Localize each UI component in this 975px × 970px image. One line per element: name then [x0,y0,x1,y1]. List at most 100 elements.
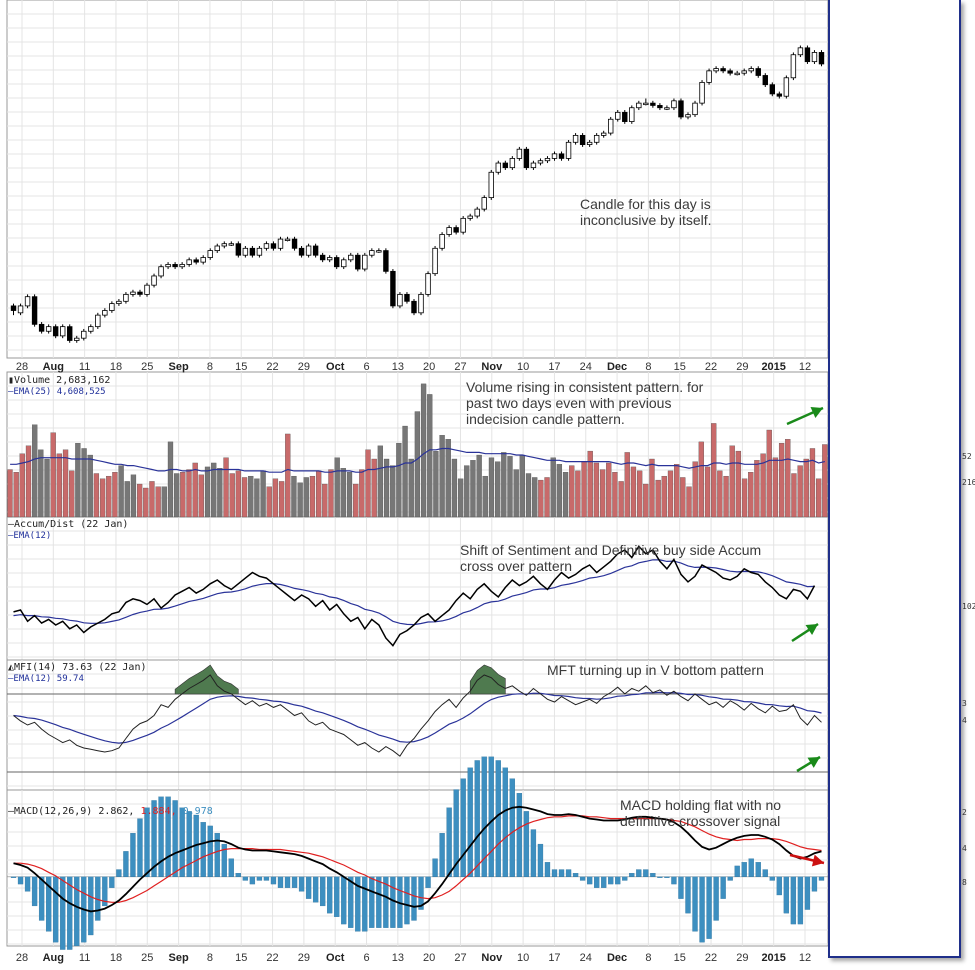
macd-histogram-bar [158,796,164,877]
macd-histogram-bar [453,789,459,877]
edge-label: 102 [962,602,975,611]
macd-histogram-bar [706,876,712,939]
x-tick-label: 29 [298,952,310,964]
candle-body [678,100,684,118]
mfi-label: MFI(14) 73.63 (22 Jan) [14,662,147,673]
candle-body [81,330,87,339]
x-tick-label: 25 [141,952,153,964]
volume-bar [729,445,735,518]
macd-histogram-bar [783,876,790,914]
candle-body [467,215,473,219]
volume-bar [99,478,106,518]
candle-body [762,75,768,86]
macd-histogram-bar [151,800,157,877]
macd-histogram-bar [685,876,691,914]
macd-annotation: MACD holding flat with no definitive cro… [620,797,782,829]
macd-histogram-bar [186,811,192,877]
volume-bar [550,457,556,518]
accum-ema-legend: –EMA(12) [8,531,51,541]
candle-body [130,291,136,295]
accum-up-arrow-icon-head [805,624,818,636]
x-tick-label: 22 [705,952,717,964]
macd-histogram-bar [439,833,445,877]
legend-dash-icon: – [8,519,15,530]
x-tick-label: 12 [799,361,811,373]
macd-histogram-bar [657,876,663,878]
volume-annotation: Volume rising in consistent pattern. for… [466,379,704,427]
volume-bar [278,481,285,518]
candle-body [88,326,94,332]
x-tick-label: 18 [110,361,122,373]
volume-bar [661,475,667,518]
candle-body [24,296,31,307]
volume-bar [44,458,50,518]
macd-histogram-bar [298,876,305,892]
volume-bar [427,394,433,518]
volume-bar [402,425,408,518]
volume-bar [124,481,130,518]
x-tick-label: 8 [645,952,651,964]
candle-body [312,245,319,256]
volume-bar [816,478,822,518]
macd-signal-line [13,815,822,903]
volume-up-arrow-icon [786,406,824,426]
candle-body [783,77,790,97]
volume-bar [636,470,643,518]
volume-bar [38,449,44,518]
candle-body [404,293,410,302]
candle-body [52,326,59,337]
macd-histogram-bar [432,858,438,877]
candle-body [270,243,277,249]
candle-body [242,247,249,256]
volume-bar [507,456,513,518]
volume-bar [285,433,291,518]
macd-histogram-bar [179,807,185,877]
volume-bar [667,470,674,518]
macd-histogram-bar [249,876,256,885]
candle-body [797,47,804,56]
volume-bar [81,448,87,518]
candle-body [284,238,291,241]
mfi-up-arrow-icon [796,755,821,773]
macd-histogram-bar [636,869,642,877]
volume-bar [241,477,248,518]
candle-body [685,114,691,118]
candle-body [369,250,375,256]
volume-bar [340,468,346,518]
volume-bar [556,464,563,518]
mfi-annotation: MFT turning up in V bottom pattern [547,662,764,678]
macd-histogram-bar [348,876,354,928]
candle-body [165,264,171,268]
x-tick-label: 13 [392,361,404,373]
x-tick-label: 15 [674,361,686,373]
x-tick-label: 12 [799,952,811,964]
volume-bar [149,481,155,518]
x-tick-label: 29 [298,361,310,373]
candle-annotation: Candle for this day is inconclusive by i… [580,196,712,228]
candle-body [755,68,761,76]
volume-bar [766,429,772,518]
volume-bar [562,472,569,518]
accum-panel-frame [6,516,829,661]
x-tick-label: Oct [326,361,345,373]
volume-bar [704,466,711,518]
x-tick-label: Dec [607,361,627,373]
macd-histogram-bar [172,800,178,877]
macd-histogram-bar [263,876,270,881]
volume-bar [272,478,279,518]
macd-histogram-bar [88,876,94,936]
macd-histogram-bar [608,876,614,885]
volume-bar [525,473,532,518]
volume-bar [809,448,816,518]
macd-histogram-bar [551,869,558,877]
macd-histogram-bar [586,876,593,885]
candle-body [158,266,164,277]
macd-histogram-bar [123,851,129,877]
macd-histogram-bar [214,833,220,877]
candle-body [502,162,509,169]
macd-histogram-bar [692,876,698,932]
volume-bar [476,454,482,518]
x-tick-label: 20 [423,952,435,964]
accum-ema-label: EMA(12) [13,531,52,541]
volume-bar [457,478,464,518]
